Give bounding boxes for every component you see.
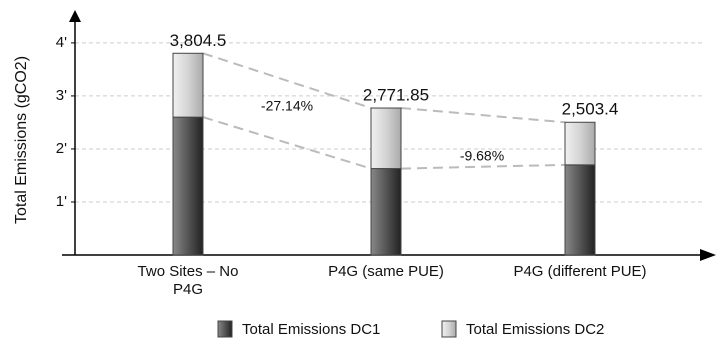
total-label: 2,771.85: [363, 86, 429, 105]
x-tick-label: Two Sites – No P4G: [137, 263, 239, 298]
trend-line: [202, 116, 372, 170]
x-tick-label: P4G (same PUE): [328, 263, 444, 280]
bar-segment: [370, 168, 402, 256]
y-tick-label: 1': [56, 193, 67, 210]
trend-line: [400, 107, 566, 124]
y-tick-label: 3': [56, 87, 67, 104]
total-label: 2,503.4: [562, 100, 619, 119]
legend-label: Total Emissions DC1: [242, 321, 380, 338]
bar-segment: [172, 52, 204, 118]
x-tick-label: P4G (different PUE): [513, 263, 647, 280]
annotation: -9.68%: [460, 148, 504, 164]
x-axis-arrow: [700, 249, 716, 261]
bar-segment: [370, 107, 402, 170]
y-axis-label: Total Emissions (gCO2): [13, 56, 30, 224]
y-axis-arrow: [69, 10, 81, 22]
y-tick-label: 4': [56, 34, 67, 51]
bar-segment: [564, 121, 596, 166]
legend-swatch: [217, 320, 233, 338]
bar-segment: [172, 116, 204, 256]
bar-segment: [564, 164, 596, 256]
total-label: 3,804.5: [170, 31, 227, 50]
legend-label: Total Emissions DC2: [466, 321, 604, 338]
annotation: -27.14%: [261, 98, 313, 114]
trend-line: [202, 52, 372, 109]
legend-swatch: [441, 320, 457, 338]
trend-line: [400, 163, 566, 170]
y-tick-label: 2': [56, 140, 67, 157]
